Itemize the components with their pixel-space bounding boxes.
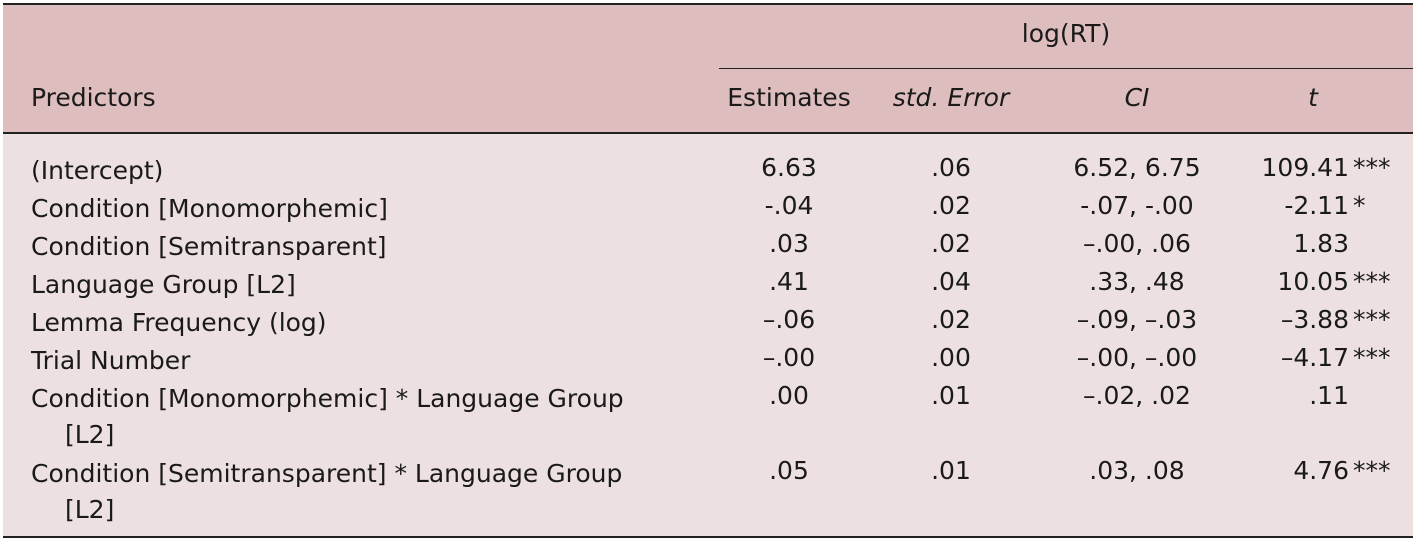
std-error-value: .01 bbox=[931, 381, 971, 410]
estimate-value: –.06 bbox=[762, 305, 816, 334]
predictor-name: Trial Number bbox=[31, 346, 191, 375]
estimate-value: .41 bbox=[769, 267, 809, 296]
predictor-name: Language Group [L2] bbox=[31, 270, 296, 299]
ci-value: –.00, .06 bbox=[1083, 229, 1191, 258]
ci-value: –.09, –.03 bbox=[1076, 305, 1198, 334]
significance-stars: *** bbox=[1353, 153, 1391, 182]
t-value: 1.83 bbox=[1293, 229, 1349, 258]
t-value: 109.41 bbox=[1261, 153, 1349, 182]
ci-value: 6.52, 6.75 bbox=[1073, 153, 1201, 182]
header-divider bbox=[719, 68, 1413, 69]
std-error-value: .02 bbox=[931, 229, 971, 258]
table-header: log(RT) Predictors Estimates std. Error … bbox=[3, 5, 1413, 134]
ci-value: -.07, -.00 bbox=[1080, 191, 1194, 220]
predictor-name: Condition [Monomorphemic] * Language Gro… bbox=[31, 381, 691, 453]
estimates-column-header: Estimates bbox=[727, 83, 851, 112]
ci-value: –.02, .02 bbox=[1083, 381, 1191, 410]
std-error-value: .04 bbox=[931, 267, 971, 296]
std-error-value: .06 bbox=[931, 153, 971, 182]
t-column-header: t bbox=[1308, 83, 1318, 112]
t-value: .11 bbox=[1309, 381, 1349, 410]
significance-stars: * bbox=[1353, 191, 1366, 220]
ci-value: .33, .48 bbox=[1089, 267, 1185, 296]
estimate-value: .05 bbox=[769, 456, 809, 485]
estimate-value: 6.63 bbox=[761, 153, 817, 182]
t-value: –4.17 bbox=[1280, 343, 1349, 372]
regression-table: log(RT) Predictors Estimates std. Error … bbox=[3, 3, 1413, 538]
predictor-name: Condition [Monomorphemic] bbox=[31, 194, 388, 223]
ci-value: –.00, –.00 bbox=[1076, 343, 1198, 372]
predictor-name: (Intercept) bbox=[31, 156, 164, 185]
std-error-value: .02 bbox=[931, 191, 971, 220]
t-value: 4.76 bbox=[1293, 456, 1349, 485]
estimate-value: –.00 bbox=[762, 343, 816, 372]
t-value: 10.05 bbox=[1277, 267, 1349, 296]
significance-stars: *** bbox=[1353, 267, 1391, 296]
std-error-value: .00 bbox=[931, 343, 971, 372]
predictors-column-header: Predictors bbox=[31, 83, 156, 112]
estimate-value: -.04 bbox=[764, 191, 814, 220]
predictor-name: Condition [Semitransparent] * Language G… bbox=[31, 456, 691, 528]
significance-stars: *** bbox=[1353, 305, 1391, 334]
predictor-name: Lemma Frequency (log) bbox=[31, 308, 327, 337]
significance-stars: *** bbox=[1353, 456, 1391, 485]
t-value: -2.11 bbox=[1284, 191, 1349, 220]
std-error-column-header: std. Error bbox=[892, 83, 1010, 112]
dependent-variable-header: log(RT) bbox=[1021, 19, 1111, 48]
std-error-value: .01 bbox=[931, 456, 971, 485]
predictor-name-continuation: [L2] bbox=[65, 495, 115, 524]
ci-value: .03, .08 bbox=[1089, 456, 1185, 485]
predictor-name-continuation: [L2] bbox=[65, 420, 115, 449]
estimate-value: .03 bbox=[769, 229, 809, 258]
significance-stars: *** bbox=[1353, 343, 1391, 372]
t-value: –3.88 bbox=[1280, 305, 1349, 334]
ci-column-header: CI bbox=[1124, 83, 1150, 112]
estimate-value: .00 bbox=[769, 381, 809, 410]
predictor-name: Condition [Semitransparent] bbox=[31, 232, 387, 261]
std-error-value: .02 bbox=[931, 305, 971, 334]
